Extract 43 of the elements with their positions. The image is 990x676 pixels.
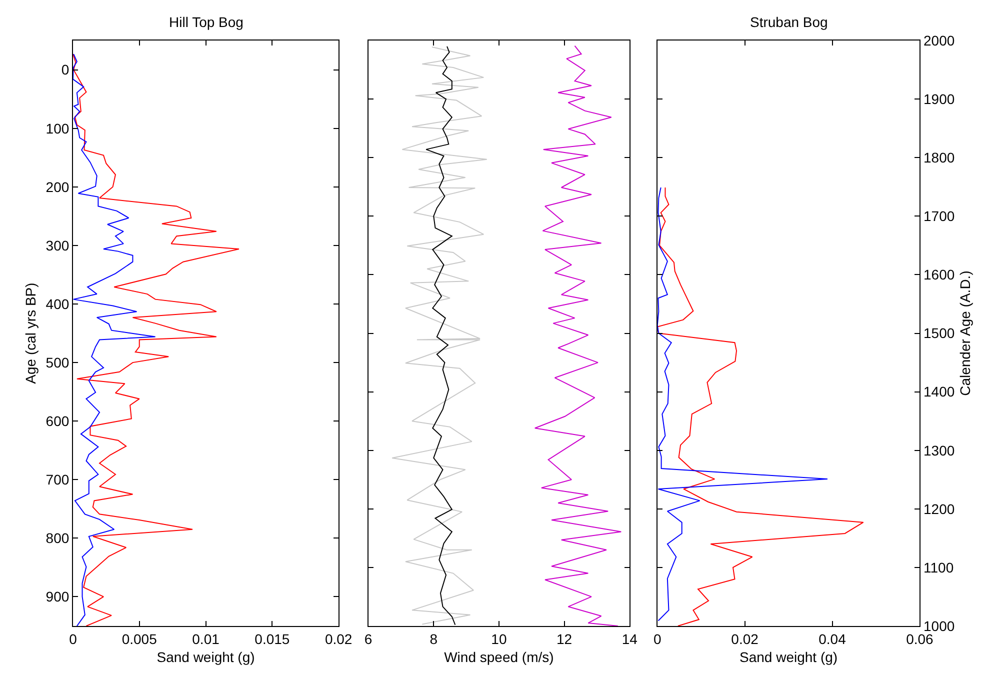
y2-tick-label: 1400 [924, 384, 955, 400]
x-tick-label: 10 [491, 630, 507, 647]
x-axis-title: Sand weight (g) [156, 649, 255, 666]
line-series [657, 187, 828, 622]
line-series [657, 187, 864, 626]
line-series [72, 54, 156, 626]
x-tick-label: 12 [556, 630, 572, 647]
y-tick-label: 300 [46, 237, 70, 254]
x-tick-label: 0.015 [254, 630, 290, 647]
y2-tick-label: 1500 [924, 325, 955, 342]
x-tick-label: 8 [430, 630, 438, 647]
y2-tick-label: 1700 [924, 208, 955, 224]
y2-tick-label: 1900 [924, 91, 955, 107]
x-tick-label: 6 [364, 630, 372, 647]
x-tick-label: 0.04 [818, 630, 846, 647]
y2-tick-label: 1300 [924, 442, 955, 458]
y-tick-label: 600 [46, 412, 70, 429]
x-axis-title: Wind speed (m/s) [444, 649, 554, 666]
x-tick-label: 0.02 [324, 630, 352, 647]
y-tick-label: 900 [46, 588, 70, 605]
y2-tick-label: 2000 [924, 32, 955, 48]
x-tick-label: 14 [622, 630, 638, 647]
y-tick-label: 0 [61, 62, 70, 78]
y-tick-label: 400 [46, 296, 70, 312]
y-tick-label: 700 [46, 472, 70, 488]
x-axis-title: Sand weight (g) [740, 649, 838, 666]
y-tick-label: 500 [46, 354, 70, 370]
y2-axis-title: Calender Age (A.D.) [957, 270, 974, 396]
y-tick-label: 800 [46, 530, 70, 546]
line-series [72, 54, 240, 626]
x-tick-label: 0 [653, 630, 662, 647]
y-tick-label: 200 [46, 178, 70, 195]
y2-tick-label: 1200 [924, 500, 955, 517]
chart-title: Struban Bog [750, 14, 828, 30]
y2-tick-label: 1800 [924, 150, 955, 166]
y-axis-title: Age (cal yrs BP) [22, 282, 38, 384]
x-tick-label: 0.005 [122, 630, 158, 647]
y2-tick-label: 1600 [924, 266, 955, 283]
chart-title: Hill Top Bog [169, 14, 244, 30]
y-tick-label: 100 [46, 120, 70, 136]
y2-tick-label: 1100 [924, 559, 954, 576]
x-tick-label: 0.01 [192, 630, 220, 647]
x-tick-label: 0.02 [731, 630, 759, 647]
